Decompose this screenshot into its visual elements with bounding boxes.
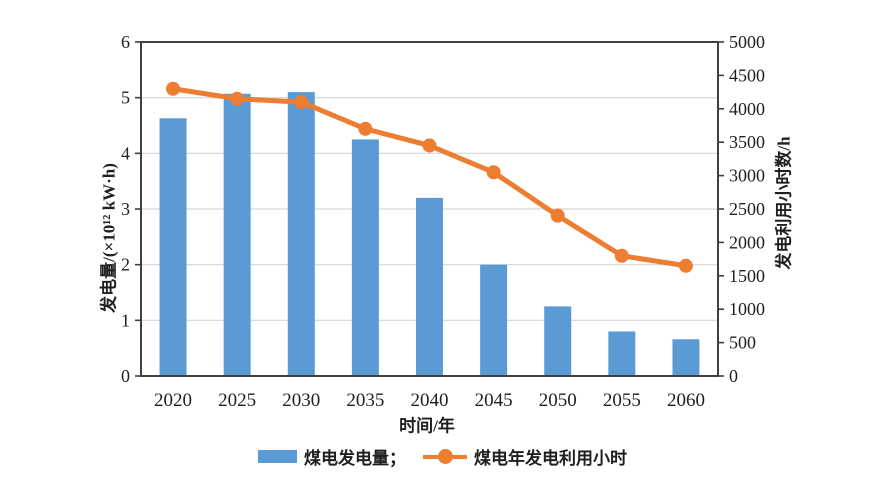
bar-2060 [672,339,700,376]
line-marker-dot-icon [438,449,453,464]
line-series-swatch [423,449,467,464]
right-axis-tick-label: 3500 [729,132,765,152]
right-axis-tick-label: 4000 [729,99,765,119]
x-axis-tick-label: 2050 [539,390,577,411]
x-axis-tick-label: 2020 [154,390,192,411]
line-marker-2035 [358,121,373,136]
left-axis-tick-label: 2 [121,255,130,275]
legend-label-utilization-hours: 煤电年发电利用小时 [474,449,627,468]
x-axis-title: 时间/年 [399,416,455,436]
left-axis-tick-label: 6 [121,32,130,52]
x-axis-tick-label: 2040 [411,390,449,411]
legend-item-utilization-hours: 煤电年发电利用小时 [423,444,627,469]
right-axis-tick-label: 4500 [729,65,765,85]
line-marker-2025 [230,91,245,106]
bar-2025 [223,93,251,377]
x-axis-tick-label: 2035 [346,390,384,411]
line-marker-2040 [422,138,437,153]
legend-label-generation: 煤电发电量； [304,449,406,468]
bar-2030 [287,92,315,376]
right-axis-tick-label: 0 [729,366,738,386]
bar-2035 [351,139,379,376]
left-axis-tick-label: 5 [121,88,130,108]
bar-2045 [480,264,508,376]
right-axis-tick-label: 500 [729,333,756,353]
right-axis-tick-label: 2500 [729,199,765,219]
line-marker-2060 [678,258,693,273]
x-axis-tick-label: 2055 [603,390,641,411]
right-axis-tick-label: 3000 [729,166,765,186]
line-marker-2050 [550,208,565,223]
right-axis-tick-label: 1500 [729,266,765,286]
line-marker-2020 [166,81,181,96]
bar-2040 [416,197,443,376]
line-marker-2030 [294,95,309,110]
right-axis-tick-label: 5000 [729,32,765,52]
legend-item-generation: 煤电发电量； [258,444,406,469]
left-axis-tick-label: 0 [121,366,130,386]
bar-2055 [608,331,636,376]
x-axis-tick-label: 2060 [667,390,705,411]
bar-2050 [544,306,572,376]
left-axis-title: 发电量/(×10¹² kW·h) [99,163,119,313]
right-axis-title: 发电利用小时数/h [774,136,794,270]
bar-series-swatch [258,450,297,463]
bar-2020 [159,118,187,376]
right-axis-tick-label: 2000 [729,232,765,252]
line-marker-2055 [614,248,629,263]
x-axis-tick-label: 2025 [218,390,256,411]
right-axis-tick-label: 1000 [729,299,765,319]
x-axis-tick-label: 2045 [475,390,513,411]
legend: 煤电发电量； 煤电年发电利用小时 [258,444,627,469]
left-axis-tick-label: 3 [121,199,130,219]
x-axis-tick-label: 2030 [282,390,320,411]
left-axis-tick-label: 1 [121,310,130,330]
line-marker-2045 [486,165,501,180]
left-axis-tick-label: 4 [121,143,130,163]
